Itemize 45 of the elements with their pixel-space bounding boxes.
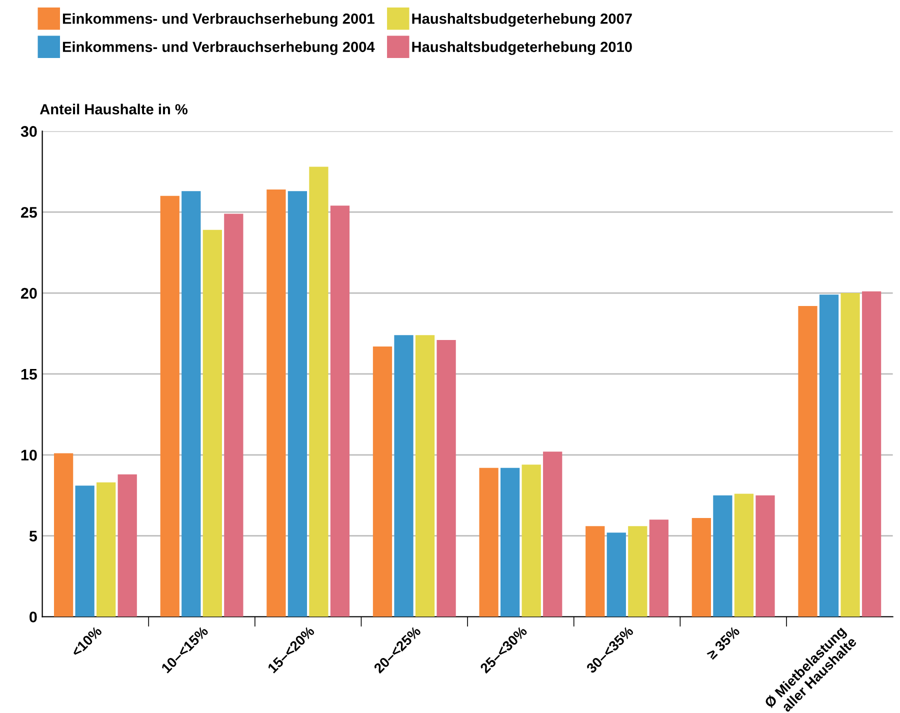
- bar: [224, 214, 244, 617]
- x-tick-label: ≥ 35%: [706, 626, 740, 660]
- y-tick-label: 0: [30, 612, 37, 622]
- bar: [182, 191, 201, 617]
- y-tick-label: 25: [20, 206, 38, 218]
- bar: [798, 306, 818, 617]
- bar: [862, 291, 882, 617]
- bar: [692, 518, 712, 617]
- bar: [819, 294, 839, 617]
- bar: [372, 346, 392, 617]
- y-tick-label: 20: [20, 288, 37, 299]
- bar: [734, 494, 754, 617]
- bar: [288, 191, 308, 617]
- bar: [606, 532, 626, 617]
- bar: [96, 482, 116, 617]
- bar: [202, 230, 222, 617]
- bar: [586, 526, 605, 617]
- legend-label: Einkommens- und Verbrauchserhebung 2001: [62, 13, 374, 27]
- bar: [160, 196, 180, 617]
- bar: [713, 495, 732, 617]
- y-tick-label: 5: [29, 530, 38, 542]
- legend-label: Einkommens- und Verbrauchserhebung 2004: [62, 41, 375, 56]
- bar: [394, 335, 414, 617]
- bar: [500, 468, 520, 617]
- bar: [309, 166, 328, 617]
- y-tick-label: 15: [21, 368, 38, 380]
- bar: [436, 340, 456, 617]
- legend-label: Haushaltsbudgeterhebung 2010: [412, 41, 632, 56]
- y-tick-label: 30: [20, 126, 37, 137]
- bar: [543, 452, 562, 617]
- bar: [54, 453, 74, 617]
- bar: [756, 495, 775, 617]
- bar: [75, 486, 94, 617]
- bar: [330, 206, 350, 617]
- y-axis-title: Anteil Haushalte in %: [40, 104, 188, 114]
- bar: [522, 464, 541, 617]
- bar: [628, 526, 648, 617]
- bar: [840, 293, 860, 617]
- y-tick-label: 10: [21, 450, 37, 461]
- bar: [415, 335, 435, 617]
- legend-label: Haushaltsbudgeterhebung 2007: [412, 13, 632, 27]
- bar: [118, 474, 137, 617]
- bar: [479, 468, 498, 617]
- bar: [266, 189, 286, 617]
- bar: [649, 520, 668, 617]
